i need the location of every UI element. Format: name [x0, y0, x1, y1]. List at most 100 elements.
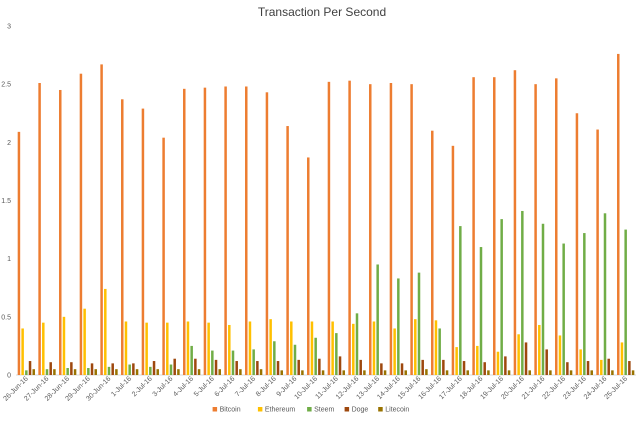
bar-bitcoin-20-jul-16 [513, 70, 517, 375]
bar-doge-1-jul-16 [132, 363, 135, 375]
bar-doge-23-jul-16 [586, 361, 590, 375]
bar-ethereum-20-jul-16 [517, 334, 520, 375]
bar-doge-27-jun-16 [49, 362, 52, 375]
bar-steem-12-jul-16 [355, 313, 359, 375]
x-tick-label: 8-Jul-16 [255, 375, 278, 398]
bar-steem-19-jul-16 [500, 219, 503, 375]
bar-bitcoin-5-jul-16 [203, 87, 207, 375]
bar-doge-30-jun-16 [111, 363, 114, 375]
y-tick-label: 0.5 [1, 314, 11, 321]
bar-steem-24-jul-16 [603, 213, 607, 375]
legend-swatch-litecoin [378, 407, 383, 412]
bar-litecoin-16-jul-16 [445, 370, 449, 375]
bar-ethereum-2-jul-16 [145, 322, 148, 375]
bar-litecoin-18-jul-16 [487, 370, 490, 375]
bar-ethereum-1-jul-16 [124, 321, 128, 375]
x-tick-label: 3-Jul-16 [152, 375, 175, 398]
x-axis: 26-Jun-1627-Jun-1628-Jun-1629-Jun-1630-J… [3, 374, 636, 403]
bar-doge-26-jun-16 [28, 361, 32, 375]
bar-steem-3-jul-16 [169, 364, 173, 375]
bar-doge-15-jul-16 [421, 359, 424, 375]
bar-ethereum-25-jul-16 [620, 342, 624, 375]
bar-litecoin-29-jun-16 [94, 369, 97, 375]
bar-ethereum-29-jun-16 [83, 308, 86, 375]
legend-label-steem: Steem [314, 407, 334, 414]
bar-doge-2-jul-16 [152, 361, 156, 375]
bar-steem-21-jul-16 [541, 223, 545, 375]
bar-steem-30-jun-16 [107, 366, 111, 375]
x-tick-label: 5-Jul-16 [193, 375, 216, 398]
bar-steem-22-jul-16 [562, 243, 565, 375]
bar-litecoin-12-jul-16 [363, 370, 366, 375]
bar-doge-4-jul-16 [194, 358, 197, 375]
bar-steem-26-jun-16 [25, 370, 28, 375]
bar-bitcoin-17-jul-16 [451, 145, 455, 375]
bar-bitcoin-23-jul-16 [575, 113, 579, 375]
bar-steem-11-jul-16 [335, 333, 338, 375]
bar-litecoin-7-jul-16 [259, 369, 263, 375]
bar-ethereum-17-jul-16 [455, 347, 458, 375]
bar-ethereum-6-jul-16 [228, 324, 231, 375]
bar-litecoin-9-jul-16 [301, 370, 304, 375]
bar-doge-21-jul-16 [545, 349, 548, 375]
bar-litecoin-30-jun-16 [115, 369, 118, 375]
bar-litecoin-5-jul-16 [218, 369, 221, 375]
y-tick-label: 0 [7, 373, 11, 380]
y-tick-label: 2 [7, 140, 11, 147]
bar-bitcoin-8-jul-16 [265, 92, 269, 375]
bar-doge-8-jul-16 [276, 361, 280, 375]
y-tick-label: 1.5 [1, 198, 11, 205]
bar-ethereum-10-jul-16 [310, 321, 314, 375]
bar-litecoin-28-jun-16 [73, 369, 77, 375]
bar-bitcoin-29-jun-16 [79, 73, 83, 376]
x-tick-label: 25-Jul-16 [603, 375, 629, 401]
bar-doge-13-jul-16 [380, 363, 383, 375]
bar-steem-29-jun-16 [87, 368, 90, 375]
bar-litecoin-20-jul-16 [528, 370, 531, 375]
bar-bitcoin-26-jun-16 [17, 131, 21, 375]
bar-doge-28-jun-16 [70, 362, 73, 375]
bar-ethereum-13-jul-16 [372, 321, 376, 375]
bar-steem-20-jul-16 [521, 210, 524, 375]
bar-bitcoin-6-jul-16 [224, 86, 227, 375]
x-tick-label: 6-Jul-16 [214, 375, 237, 398]
bar-bitcoin-28-jun-16 [59, 89, 62, 375]
bar-ethereum-4-jul-16 [186, 321, 190, 375]
legend-label-bitcoin: Bitcoin [220, 407, 241, 414]
bar-doge-5-jul-16 [214, 359, 218, 375]
bar-steem-2-jul-16 [149, 366, 152, 375]
bar-litecoin-2-jul-16 [156, 369, 159, 375]
bar-litecoin-17-jul-16 [466, 370, 469, 375]
bar-ethereum-3-jul-16 [166, 322, 169, 375]
bar-doge-20-jul-16 [524, 342, 528, 375]
bar-litecoin-21-jul-16 [549, 370, 552, 375]
bar-bitcoin-13-jul-16 [369, 84, 372, 376]
bar-bitcoin-25-jul-16 [617, 53, 620, 376]
y-tick-label: 2.5 [1, 82, 11, 89]
bar-ethereum-14-jul-16 [393, 328, 396, 375]
legend-label-litecoin: Litecoin [385, 407, 409, 414]
bar-bitcoin-2-jul-16 [141, 108, 145, 375]
bar-ethereum-9-jul-16 [290, 321, 293, 375]
bar-ethereum-28-jun-16 [62, 316, 66, 375]
bar-doge-29-jun-16 [90, 363, 94, 375]
bar-doge-7-jul-16 [256, 361, 259, 375]
bar-litecoin-24-jul-16 [611, 370, 614, 375]
bar-steem-5-jul-16 [211, 350, 214, 375]
bar-litecoin-25-jul-16 [631, 370, 635, 375]
bar-litecoin-10-jul-16 [321, 370, 325, 375]
x-tick-label: 4-Jul-16 [172, 375, 195, 398]
bar-litecoin-6-jul-16 [239, 369, 242, 375]
bar-bitcoin-16-jul-16 [431, 130, 434, 375]
bar-litecoin-4-jul-16 [197, 369, 201, 375]
bar-doge-19-jul-16 [504, 356, 507, 375]
bar-steem-17-jul-16 [459, 226, 462, 375]
legend-swatch-steem [307, 407, 312, 412]
bar-steem-10-jul-16 [314, 337, 317, 375]
bar-bitcoin-15-jul-16 [410, 84, 413, 376]
bar-bitcoin-22-jul-16 [555, 78, 558, 375]
bar-bitcoin-7-jul-16 [245, 86, 248, 375]
y-tick-label: 3 [7, 24, 11, 31]
bar-litecoin-1-jul-16 [135, 369, 139, 375]
